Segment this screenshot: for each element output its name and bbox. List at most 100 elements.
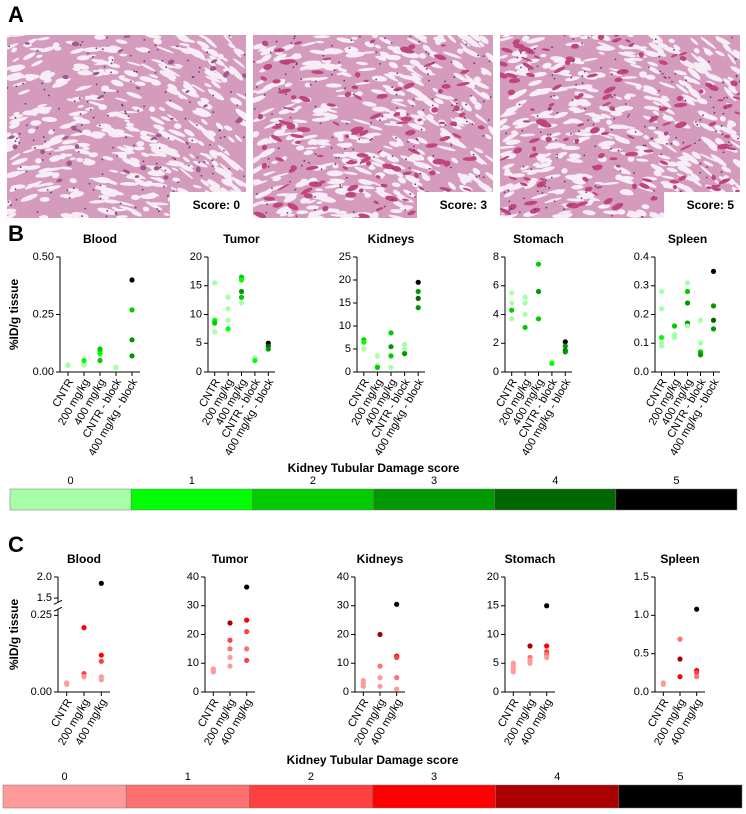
tubule: [454, 117, 470, 125]
nucleus: [19, 166, 22, 169]
tubule: [715, 50, 725, 57]
cast: [417, 118, 423, 122]
tubule: [161, 166, 172, 174]
nucleus: [651, 116, 654, 119]
score-box: [417, 192, 493, 218]
cast: [326, 103, 336, 107]
nucleus: [587, 36, 590, 39]
tubule: [92, 134, 104, 138]
nucleus: [370, 137, 373, 140]
y-tick-label: 1.0: [634, 609, 649, 621]
nucleus: [92, 55, 94, 58]
nucleus: [196, 124, 198, 126]
scale-level: 2: [310, 475, 316, 487]
tubule: [662, 115, 674, 122]
data-point: [658, 343, 665, 349]
y-tick-label: 0: [196, 366, 202, 378]
nucleus: [709, 96, 712, 99]
nucleus: [230, 90, 232, 93]
data-point: [98, 652, 104, 658]
tubule: [730, 66, 740, 76]
tubule: [24, 74, 36, 77]
nucleus: [98, 124, 101, 127]
tubule: [485, 134, 492, 140]
y-tick-label: 15: [190, 280, 202, 292]
data-point: [415, 288, 421, 295]
nucleus: [610, 128, 613, 131]
cast: [344, 134, 350, 139]
cast: [209, 65, 217, 71]
scale-level: 3: [431, 475, 437, 487]
nucleus: [738, 80, 740, 83]
cast: [553, 66, 566, 74]
data-point: [244, 629, 250, 635]
tubule: [500, 118, 508, 129]
nucleus: [86, 100, 89, 103]
nucleus: [611, 96, 614, 99]
tubule: [100, 190, 117, 197]
nucleus: [66, 189, 69, 192]
tubule: [12, 57, 20, 63]
nucleus: [505, 132, 508, 135]
tubule: [402, 205, 414, 208]
tubule: [133, 146, 145, 151]
tubule: [114, 112, 130, 120]
nucleus: [44, 140, 47, 143]
tubule: [124, 146, 134, 153]
tubule: [340, 213, 358, 218]
nucleus: [712, 106, 715, 109]
tubule: [623, 51, 637, 54]
tubule: [681, 167, 693, 175]
cast: [8, 135, 15, 140]
tubule: [18, 89, 30, 95]
nucleus: [384, 37, 387, 40]
nucleus: [619, 170, 622, 172]
tubule: [375, 186, 386, 192]
nucleus: [8, 45, 11, 48]
y-tick-label: 10: [487, 628, 499, 640]
tubule: [601, 45, 610, 51]
cast: [24, 42, 30, 45]
nucleus: [478, 174, 481, 177]
tubule: [603, 210, 620, 215]
tubule: [509, 89, 527, 100]
tubule: [660, 140, 678, 153]
tubule: [532, 162, 540, 167]
nucleus: [87, 52, 89, 55]
cast: [263, 63, 273, 70]
nucleus: [164, 91, 167, 94]
y-tick-label: 0.50: [33, 251, 54, 263]
data-point: [694, 606, 700, 612]
data-point: [377, 675, 383, 681]
tubule: [647, 126, 656, 130]
nucleus: [174, 158, 177, 160]
tubule: [44, 139, 63, 146]
cast: [663, 131, 669, 136]
tubule: [530, 169, 549, 173]
tubule: [223, 65, 234, 75]
cast: [261, 144, 268, 151]
nucleus: [731, 36, 733, 39]
tubule: [388, 214, 405, 218]
scale-swatch: [252, 488, 374, 511]
chart-title: Spleen: [668, 232, 707, 246]
data-point: [225, 306, 231, 312]
cast: [577, 92, 584, 98]
nucleus: [673, 48, 675, 51]
tubule: [362, 101, 377, 107]
tubule: [684, 82, 692, 90]
tubule: [77, 104, 84, 108]
tubule: [271, 160, 278, 165]
tubule: [314, 188, 324, 192]
nucleus: [611, 214, 613, 217]
nucleus: [243, 136, 245, 139]
cast: [609, 106, 616, 112]
tubule: [27, 128, 36, 134]
nucleus: [164, 169, 167, 172]
tubule: [390, 209, 403, 214]
tubule: [630, 63, 642, 69]
tubule: [132, 106, 144, 112]
nucleus: [414, 183, 417, 186]
tubule: [319, 117, 327, 121]
y-tick-label: 20: [190, 251, 202, 263]
